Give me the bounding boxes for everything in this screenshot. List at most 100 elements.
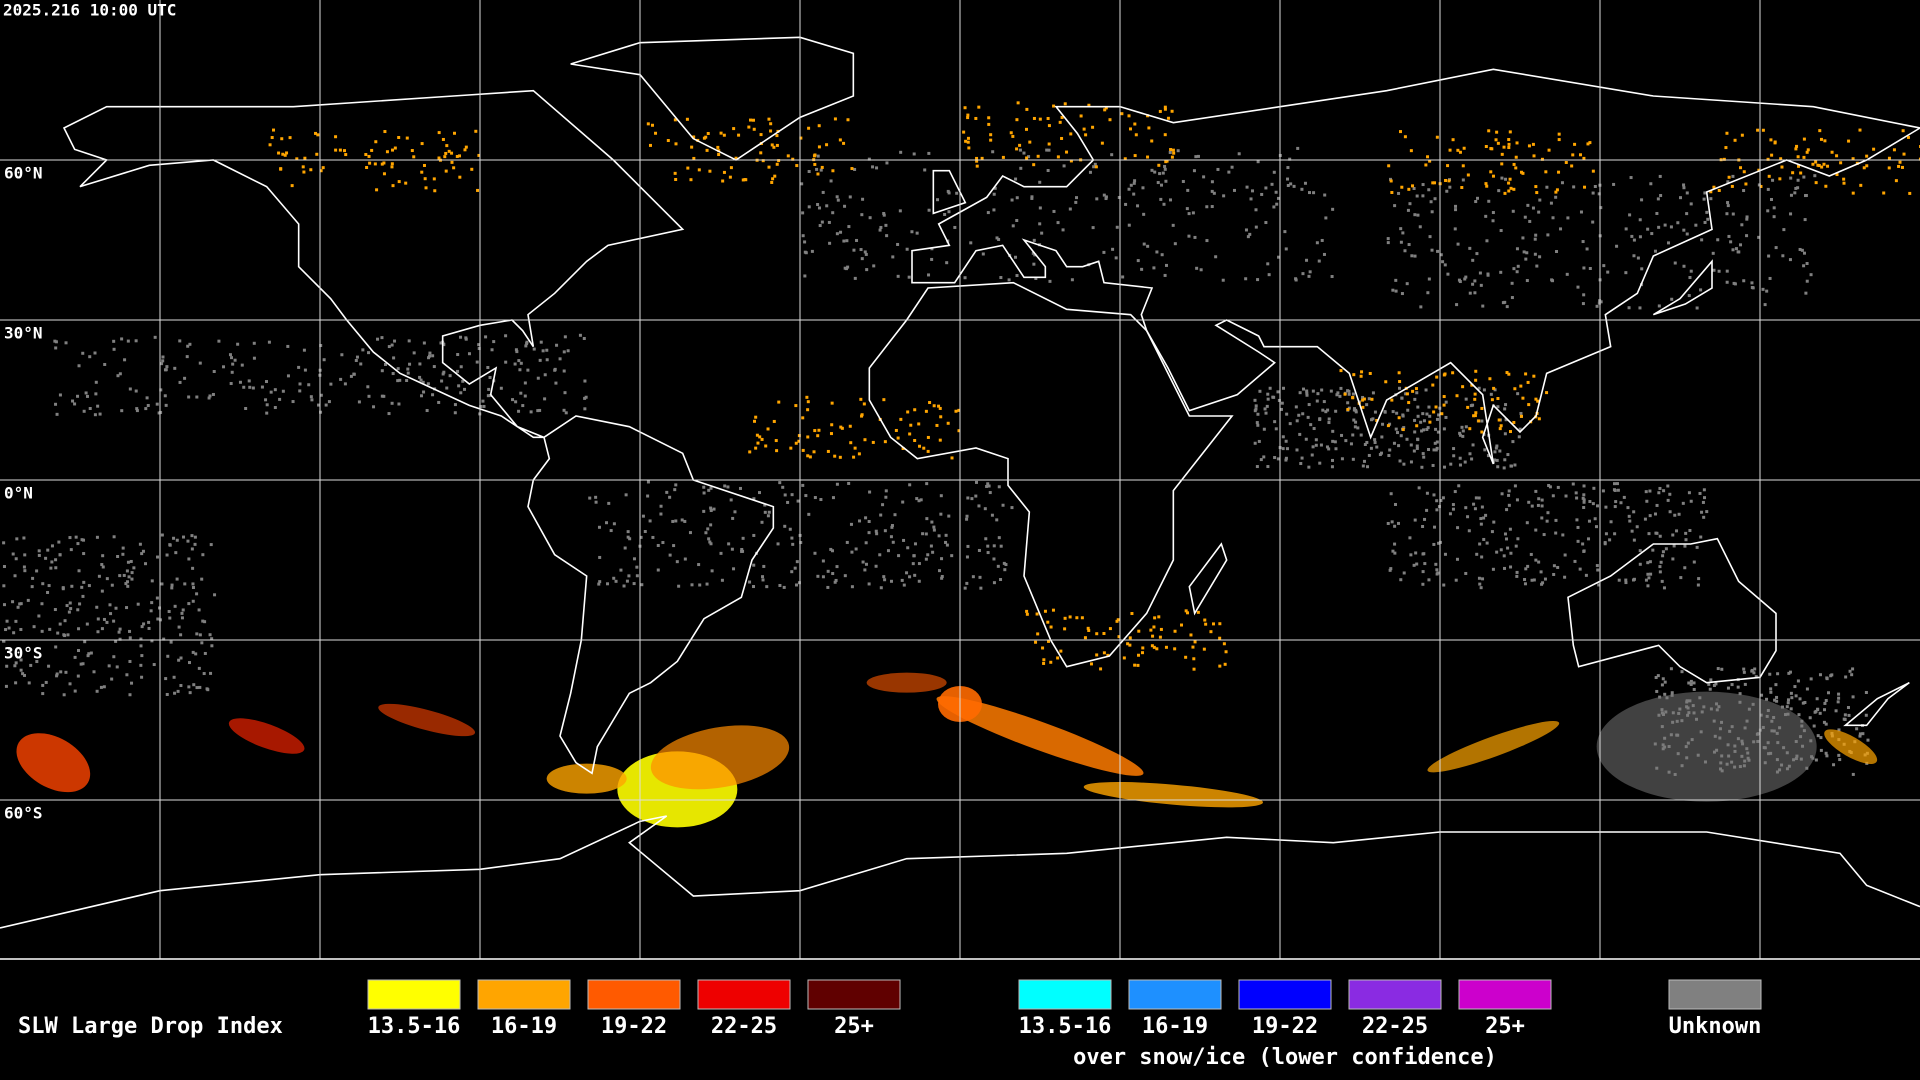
timestamp: 2025.216 10:00 UTC xyxy=(3,1,176,20)
cloud-pixel xyxy=(1455,303,1459,307)
cloud-pixel xyxy=(1015,196,1019,200)
cloud-pixel xyxy=(697,563,701,567)
cloud-pixel xyxy=(816,574,820,578)
cloud-pixel xyxy=(1214,255,1218,259)
coastline xyxy=(911,68,1920,465)
cloud-pixel xyxy=(1726,686,1730,690)
cloud-pixel xyxy=(1300,187,1304,191)
cloud-pixel xyxy=(179,656,183,660)
cloud-pixel xyxy=(1128,636,1132,640)
cloud-pixel xyxy=(944,533,948,537)
cloud-pixel xyxy=(244,406,248,410)
cloud-pixel xyxy=(1421,194,1425,198)
cloud-pixel xyxy=(1582,484,1586,488)
cloud-pixel xyxy=(1513,484,1517,488)
cloud-pixel xyxy=(1742,667,1746,671)
cloud-pixel xyxy=(1196,154,1200,158)
cloud-pixel xyxy=(1147,126,1151,130)
cloud-pixel xyxy=(1416,414,1420,418)
cloud-pixel xyxy=(1626,506,1630,510)
cloud-pixel xyxy=(1439,498,1443,502)
cloud-pixel xyxy=(1640,198,1644,202)
cloud-pixel xyxy=(1902,152,1906,156)
cloud-pixel xyxy=(1898,160,1902,164)
cloud-pixel xyxy=(1498,427,1502,431)
cloud-pixel xyxy=(1814,709,1818,713)
cloud-pixel xyxy=(1648,560,1652,564)
cloud-pixel xyxy=(558,357,562,361)
cloud-pixel xyxy=(775,449,779,453)
cloud-pixel xyxy=(461,379,465,383)
legend-swatch xyxy=(587,979,681,1010)
cloud-pixel xyxy=(1070,278,1074,282)
cloud-pixel xyxy=(1056,221,1060,225)
cloud-pixel xyxy=(1114,256,1118,260)
cloud-pixel xyxy=(447,149,451,153)
slw-area xyxy=(16,733,91,793)
cloud-pixel xyxy=(1687,681,1691,685)
cloud-pixel xyxy=(1767,254,1771,258)
cloud-pixel xyxy=(775,134,779,138)
cloud-pixel xyxy=(1205,239,1209,243)
cloud-pixel xyxy=(1689,269,1693,273)
cloud-pixel xyxy=(861,197,865,201)
cloud-pixel xyxy=(1163,164,1167,168)
cloud-pixel xyxy=(1526,203,1530,207)
cloud-pixel xyxy=(1503,566,1507,570)
cloud-pixel xyxy=(826,449,830,453)
cloud-pixel xyxy=(878,228,882,232)
cloud-pixel xyxy=(541,349,545,353)
cloud-pixel xyxy=(83,640,87,644)
cloud-pixel xyxy=(163,368,167,372)
cloud-pixel xyxy=(177,625,181,629)
cloud-pixel xyxy=(437,131,441,135)
legend-title: SLW Large Drop Index xyxy=(18,1014,283,1039)
cloud-pixel xyxy=(1627,514,1631,518)
cloud-pixel xyxy=(966,496,970,500)
cloud-pixel xyxy=(422,163,426,167)
cloud-pixel xyxy=(1481,304,1485,308)
cloud-pixel xyxy=(86,654,90,658)
cloud-pixel xyxy=(1705,210,1709,214)
cloud-pixel xyxy=(1473,291,1477,295)
cloud-pixel xyxy=(1193,640,1197,644)
cloud-pixel xyxy=(1295,448,1299,452)
cloud-pixel xyxy=(1052,104,1056,108)
cloud-pixel xyxy=(1554,531,1558,535)
cloud-pixel xyxy=(1413,430,1417,434)
cloud-pixel xyxy=(439,341,443,345)
cloud-pixel xyxy=(1503,458,1507,462)
cloud-pixel xyxy=(208,394,212,398)
cloud-pixel xyxy=(1835,154,1839,158)
cloud-pixel xyxy=(1305,389,1309,393)
cloud-pixel xyxy=(1477,576,1481,580)
cloud-pixel xyxy=(1581,240,1585,244)
cloud-pixel xyxy=(1353,425,1357,429)
cloud-pixel xyxy=(1472,502,1476,506)
cloud-pixel xyxy=(4,628,8,632)
cloud-pixel xyxy=(486,366,490,370)
cloud-pixel xyxy=(1851,157,1855,161)
cloud-pixel xyxy=(1202,175,1206,179)
cloud-pixel xyxy=(1532,374,1536,378)
cloud-pixel xyxy=(1864,690,1868,694)
cloud-pixel xyxy=(279,167,283,171)
cloud-pixel xyxy=(1415,424,1419,428)
cloud-pixel xyxy=(1448,148,1452,152)
cloud-pixel xyxy=(1722,157,1726,161)
cloud-pixel xyxy=(1164,160,1168,164)
cloud-pixel xyxy=(1818,673,1822,677)
cloud-pixel xyxy=(1676,221,1680,225)
cloud-pixel xyxy=(719,551,723,555)
cloud-pixel xyxy=(1705,510,1709,514)
cloud-pixel xyxy=(1323,193,1327,197)
cloud-pixel xyxy=(927,151,931,155)
cloud-pixel xyxy=(523,381,527,385)
cloud-pixel xyxy=(1750,669,1754,673)
cloud-pixel xyxy=(1408,536,1412,540)
cloud-pixel xyxy=(816,154,820,158)
cloud-pixel xyxy=(1765,697,1769,701)
cloud-pixel xyxy=(1276,390,1280,394)
cloud-pixel xyxy=(1461,434,1465,438)
cloud-pixel xyxy=(209,671,213,675)
